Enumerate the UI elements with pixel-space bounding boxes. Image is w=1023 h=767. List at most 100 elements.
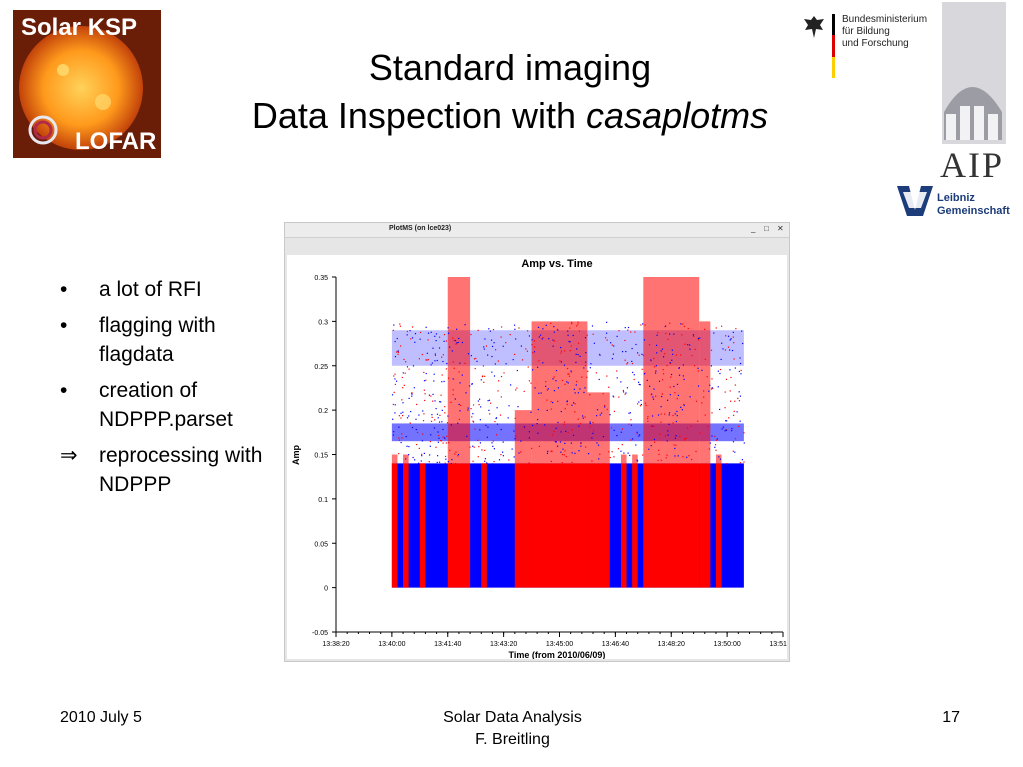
red-point xyxy=(403,358,405,361)
red-point xyxy=(633,378,635,381)
blue-point xyxy=(583,367,585,369)
red-point xyxy=(439,414,441,416)
blue-point xyxy=(638,381,640,383)
blue-point xyxy=(436,359,438,362)
blue-point xyxy=(394,355,397,358)
blue-point xyxy=(637,460,639,462)
blue-point xyxy=(412,365,415,367)
red-point xyxy=(560,350,563,352)
blue-point xyxy=(675,435,677,437)
blue-point xyxy=(562,448,564,450)
maximize-button[interactable]: □ xyxy=(764,224,769,233)
blue-point xyxy=(530,411,532,413)
red-point xyxy=(404,372,406,374)
blue-point xyxy=(677,455,679,457)
blue-point xyxy=(697,337,700,340)
red-point xyxy=(733,410,735,412)
red-point xyxy=(595,372,597,374)
blue-point xyxy=(480,406,482,408)
red-point xyxy=(589,394,591,396)
red-point xyxy=(423,371,425,374)
blue-point xyxy=(513,430,515,432)
blue-point xyxy=(400,441,402,444)
red-point xyxy=(453,367,455,369)
blue-point xyxy=(621,351,624,353)
series-red-burst xyxy=(715,454,722,464)
red-point xyxy=(697,339,700,341)
blue-point xyxy=(666,440,668,442)
red-point xyxy=(640,324,642,326)
series-red-burst xyxy=(699,463,711,588)
blue-point xyxy=(631,360,633,362)
bullet-item: • a lot of RFI xyxy=(60,275,280,304)
blue-point xyxy=(575,361,577,364)
red-point xyxy=(393,391,395,393)
blue-point xyxy=(721,342,723,344)
blue-point xyxy=(680,323,682,325)
red-point xyxy=(412,326,414,328)
red-point xyxy=(733,414,735,416)
red-point xyxy=(556,328,558,330)
blue-point xyxy=(678,374,681,376)
blue-point xyxy=(583,391,585,394)
red-point xyxy=(402,414,404,417)
red-point xyxy=(514,417,516,419)
blue-point xyxy=(582,415,584,417)
red-point xyxy=(711,412,713,414)
red-point xyxy=(585,446,587,448)
bullet-list: • a lot of RFI • flagging with flagdata … xyxy=(60,275,280,506)
blue-point xyxy=(454,339,456,342)
blue-point xyxy=(405,458,407,460)
series-red-burst xyxy=(481,463,487,588)
blue-point xyxy=(557,421,559,424)
red-point xyxy=(524,426,526,429)
blue-point xyxy=(664,325,666,328)
solar-ksp-text: Solar KSP xyxy=(21,14,138,41)
leibniz-mark-icon xyxy=(897,186,933,216)
red-point xyxy=(581,376,583,378)
red-point xyxy=(401,376,403,379)
red-point xyxy=(703,390,705,392)
blue-point xyxy=(606,321,608,323)
red-point xyxy=(469,446,471,448)
red-point xyxy=(500,336,502,338)
minimize-button[interactable]: _ xyxy=(751,224,756,233)
red-point xyxy=(627,329,629,331)
close-button[interactable]: ✕ xyxy=(777,224,784,233)
blue-point xyxy=(585,361,587,363)
blue-point xyxy=(620,381,622,383)
blue-point xyxy=(518,452,520,454)
red-point xyxy=(667,338,669,340)
red-point xyxy=(735,328,737,330)
series-red-burst xyxy=(514,410,532,464)
title-line-1: Standard imaging xyxy=(368,47,652,88)
red-point xyxy=(604,404,606,407)
blue-point xyxy=(514,328,516,330)
red-point xyxy=(561,453,564,456)
blue-point xyxy=(668,423,670,425)
red-point xyxy=(475,357,477,360)
red-point xyxy=(662,379,664,381)
red-point xyxy=(563,454,565,456)
blue-point xyxy=(514,438,516,440)
blue-point xyxy=(420,460,422,462)
blue-point xyxy=(443,380,445,383)
blue-point xyxy=(556,445,559,447)
red-point xyxy=(533,340,536,342)
red-point xyxy=(483,381,485,383)
blue-point xyxy=(616,377,618,379)
red-point xyxy=(477,439,479,441)
red-point xyxy=(608,451,610,453)
red-point xyxy=(658,449,660,451)
red-point xyxy=(737,397,739,399)
red-point xyxy=(577,321,579,323)
red-point xyxy=(695,450,697,453)
bullet-mark: • xyxy=(60,314,68,337)
blue-point xyxy=(414,333,417,335)
blue-point xyxy=(580,445,582,447)
red-point xyxy=(574,403,576,405)
leibniz-text: Leibniz Gemeinschaft xyxy=(937,192,1010,217)
blue-point xyxy=(716,438,718,440)
blue-point xyxy=(589,421,591,423)
blue-point xyxy=(587,453,590,455)
